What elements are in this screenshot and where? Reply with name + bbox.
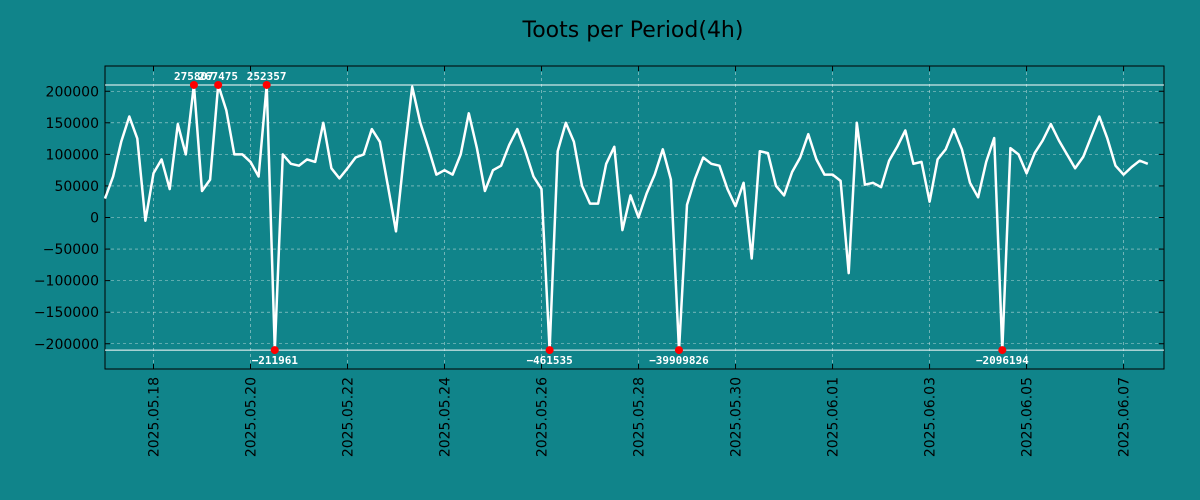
x-tick-label: 2025.06.01 — [826, 377, 842, 457]
x-tick-label: 2025.06.05 — [1020, 377, 1036, 457]
x-tick-label: 2025.06.07 — [1117, 377, 1133, 457]
x-tick-label: 2025.05.18 — [147, 377, 163, 457]
x-tick-label: 2025.05.28 — [632, 377, 648, 457]
outlier-marker — [214, 80, 223, 89]
y-tick-label: −150000 — [34, 305, 99, 321]
y-axis: 200000 150000 100000 50000 0 −50000 −100000 −15… — [34, 84, 1164, 353]
x-tick-label: 2025.05.20 — [244, 377, 260, 457]
outlier-marker — [270, 346, 279, 355]
outlier-label: 252357 — [247, 70, 287, 83]
x-tick-label: 2025.06.03 — [923, 377, 939, 457]
outlier-marker — [189, 80, 198, 89]
outlier-label: −461535 — [526, 354, 572, 367]
y-tick-label: 0 — [90, 211, 99, 227]
y-tick-label: 150000 — [46, 116, 99, 132]
outlier-marker — [674, 346, 683, 355]
y-tick-label: −200000 — [34, 337, 99, 353]
outlier-label: 275807 — [174, 70, 214, 83]
clip-lines — [105, 84, 1164, 351]
outlier-marker — [262, 80, 271, 89]
chart-title: Toots per Period(4h) — [522, 18, 744, 43]
y-tick-label: 200000 — [46, 84, 99, 100]
x-tick-label: 2025.05.24 — [438, 377, 454, 457]
outlier-label: −211961 — [252, 354, 299, 367]
outlier-marker — [545, 346, 554, 355]
outlier-label: −2096194 — [976, 354, 1029, 367]
series-toots — [103, 83, 1149, 352]
series-line — [103, 83, 1149, 352]
outlier-marker — [998, 346, 1007, 355]
x-tick-label: 2025.05.30 — [729, 377, 745, 457]
outlier-label: 267475 — [198, 70, 238, 83]
outlier-label: −39909826 — [649, 354, 709, 367]
x-axis: 2025.05.18 2025.05.20 2025.05.22 2025.05.24… — [147, 66, 1133, 457]
x-tick-label: 2025.05.22 — [341, 377, 357, 457]
y-tick-label: −50000 — [43, 242, 99, 258]
y-tick-label: 100000 — [46, 147, 99, 163]
y-tick-label: 50000 — [54, 179, 99, 195]
x-tick-label: 2025.05.26 — [535, 377, 551, 457]
y-tick-label: −100000 — [34, 274, 99, 290]
